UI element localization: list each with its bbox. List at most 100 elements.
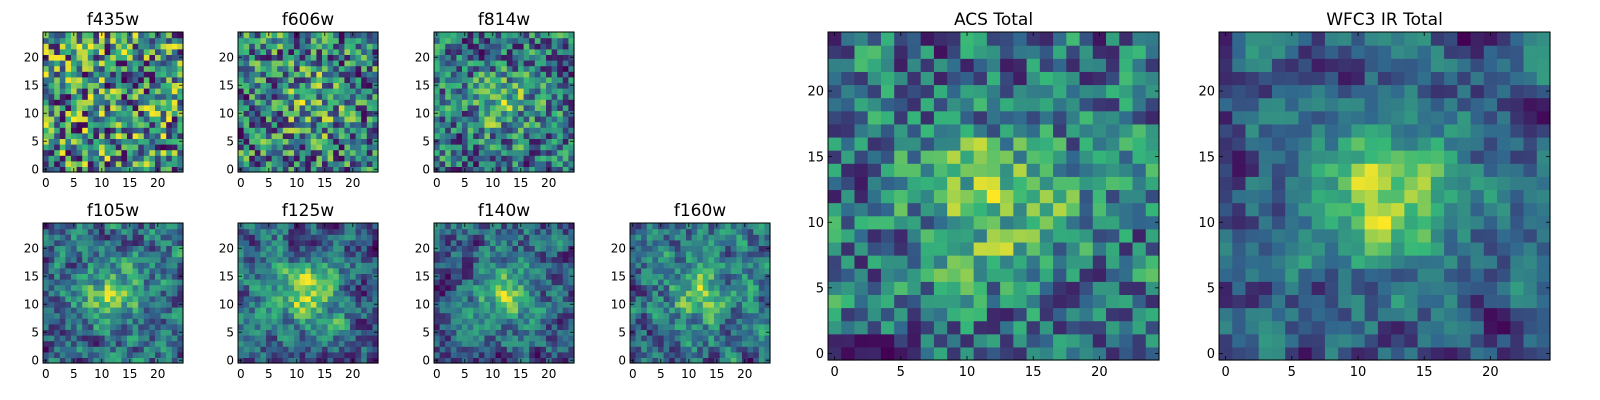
heatmap-cell [445,223,452,230]
heatmap-cell [506,82,513,89]
heatmap-cell [121,251,128,258]
heatmap-cell [880,281,895,295]
heatmap-cell [271,144,278,151]
heatmap-cell [93,76,100,83]
heatmap-cell [288,37,295,44]
heatmap-cell [104,144,111,151]
heatmap-cell [54,65,61,72]
heatmap-cell [986,189,1001,204]
heatmap-cell [736,357,743,364]
heatmap-cell [841,228,856,243]
heatmap-cell [177,43,184,50]
heatmap-cell [243,110,250,117]
heatmap-cell [93,223,100,230]
heatmap-cell [127,284,134,291]
heatmap-cell [43,127,50,134]
heatmap-cell [171,166,178,173]
heatmap-cell [87,127,94,134]
x-tick-label: 5 [461,367,469,381]
heatmap-cell [361,37,368,44]
heatmap-cell [299,71,306,78]
heatmap-cell [641,301,648,308]
heatmap-cell [338,245,345,252]
heatmap-cell [277,234,284,241]
heatmap-cell [160,166,167,173]
x-tick-label: 10 [289,367,304,381]
heatmap-cell [132,155,139,162]
heatmap-cell [305,239,312,246]
heatmap-cell [266,138,273,145]
heatmap-cell [495,262,502,269]
heatmap-cell [462,43,469,50]
heatmap-cell [1106,281,1120,295]
heatmap-cell [523,228,530,235]
heatmap-cell [473,32,480,39]
heatmap-cell [71,71,78,78]
heatmap-cell [434,251,441,258]
heatmap-cell [714,351,721,358]
heatmap-cell [495,295,502,302]
heatmap-cell [138,71,145,78]
heatmap-cell [138,149,145,156]
heatmap-cell [138,76,145,83]
heatmap-cell [434,127,441,134]
heatmap-cell [277,323,284,330]
heatmap-cell [288,351,295,358]
heatmap-cell [54,239,61,246]
heatmap-cell [294,267,301,274]
heatmap-cell [316,234,323,241]
heatmap-cell [361,284,368,291]
heatmap-cell [473,279,480,286]
heatmap-cell [338,93,345,100]
heatmap-cell [646,223,653,230]
heatmap-cell [658,335,665,342]
heatmap-cell [551,144,558,151]
heatmap-cell [462,71,469,78]
heatmap-cell [132,223,139,230]
heatmap-cell [490,228,497,235]
heatmap-cell [1092,189,1107,204]
heatmap-cell [54,99,61,106]
heatmap-cell [65,290,72,297]
heatmap-cell [434,88,441,95]
heatmap-cell [344,295,351,302]
heatmap-cell [1026,307,1041,322]
heatmap-cell [366,307,373,314]
heatmap-cell [456,60,463,67]
heatmap-cell [546,88,553,95]
heatmap-cell [71,127,78,134]
heatmap-cell [333,71,340,78]
heatmap-cell [87,335,94,342]
heatmap-cell [82,335,89,342]
heatmap-cell [366,267,373,274]
heatmap-cell [518,295,525,302]
heatmap-cell [880,320,895,335]
heatmap-cell [127,346,134,353]
heatmap-cell [71,245,78,252]
heatmap-cell [299,160,306,167]
heatmap-cell [1092,228,1107,243]
heatmap-cell [104,307,111,314]
heatmap-cell [71,88,78,95]
heatmap-cell [523,340,530,347]
heatmap-cell [254,60,261,67]
heatmap-cell [344,245,351,252]
heatmap-cell [271,132,278,139]
heatmap-cell [495,99,502,106]
heatmap-cell [490,346,497,353]
heatmap-cell [254,82,261,89]
heatmap-cell [282,251,289,258]
heatmap-cell [99,329,106,336]
heatmap-cell [71,284,78,291]
heatmap-cell [674,340,681,347]
heatmap-cell [350,239,357,246]
heatmap-cell [467,290,474,297]
heatmap-cell [714,245,721,252]
heatmap-cell [143,54,150,61]
heatmap-cell [658,245,665,252]
heatmap-cell [562,121,569,128]
heatmap-cell [282,144,289,151]
heatmap-cell [529,228,536,235]
heatmap-cell [305,256,312,263]
heatmap-cell [143,88,150,95]
